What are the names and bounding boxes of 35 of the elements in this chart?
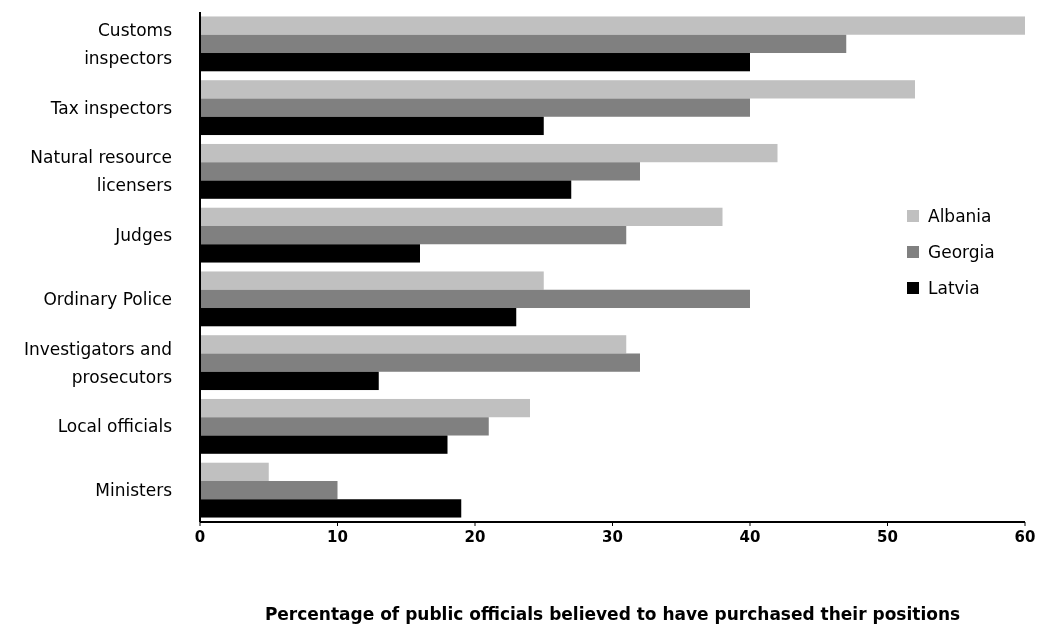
legend-label: Georgia	[928, 242, 995, 262]
bar	[200, 289, 750, 309]
x-tick-label: 10	[327, 528, 348, 546]
bar	[200, 162, 640, 181]
bar	[200, 143, 778, 163]
bar	[200, 34, 847, 54]
legend-label: Latvia	[928, 278, 980, 298]
bar	[200, 207, 723, 226]
y-tick-label: Natural resource licensers	[30, 147, 173, 196]
bar	[200, 398, 530, 418]
bar	[200, 271, 544, 290]
x-tick-label: 60	[1014, 528, 1036, 546]
bar	[200, 417, 489, 436]
y-tick-label: Customs inspectors	[84, 19, 173, 68]
x-tick-label: 30	[602, 528, 623, 546]
bar	[200, 98, 750, 117]
bar	[200, 353, 640, 372]
bar	[200, 335, 627, 354]
x-axis-title: Percentage of public officials believed to have purchased their positions	[264, 604, 961, 624]
y-tick-label: Judges	[114, 225, 173, 246]
bar	[200, 480, 338, 500]
bar	[200, 16, 1025, 35]
x-tick-label: 40	[739, 528, 761, 546]
bar	[200, 462, 269, 481]
y-tick-label: Ministers	[95, 480, 173, 501]
x-tick-label: 20	[464, 528, 486, 546]
y-tick-label: Tax inspectors	[49, 97, 173, 118]
y-tick-label: Investigators and prosecutors	[23, 338, 173, 387]
y-tick-label: Ordinary Police	[43, 288, 172, 309]
y-tick-label: Local officials	[57, 416, 173, 437]
legend-label: Albania	[928, 206, 992, 226]
x-tick-label: 0	[194, 528, 206, 546]
bar	[200, 225, 627, 245]
x-tick-label: 50	[877, 528, 898, 546]
bar	[200, 80, 915, 99]
